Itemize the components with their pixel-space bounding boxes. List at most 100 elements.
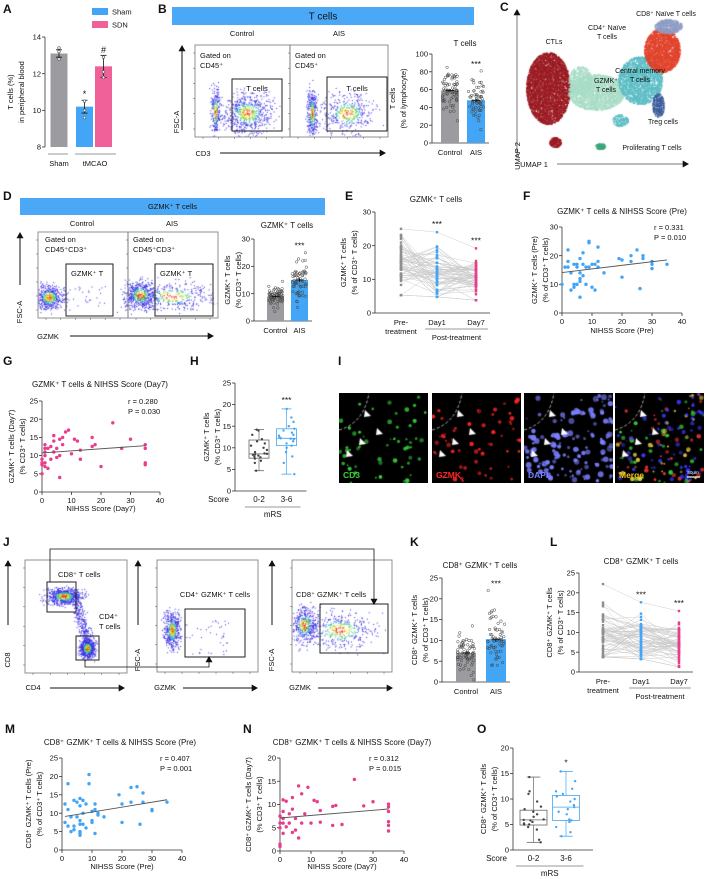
chart-k-point: [493, 626, 497, 630]
chart-h-point: [290, 416, 293, 419]
chart-e-point: [474, 280, 478, 283]
chart-b-point: [477, 113, 481, 117]
chart-n-point: [386, 823, 391, 828]
umap-x-label: UMAP 1: [520, 160, 548, 169]
chart-l-point: [601, 646, 605, 649]
flow-plot-j-1: [24, 559, 128, 674]
chart-e-y-axis-label: (% of CD3⁺ T cells): [350, 230, 359, 295]
chart-h-point: [259, 456, 262, 459]
chart-g-point: [66, 428, 71, 432]
chart-g-point: [49, 457, 53, 461]
chart-l-point: [639, 640, 643, 643]
flow-d-group-label: AIS: [166, 219, 178, 228]
chart-b-point: [478, 80, 482, 85]
chart-a-y-tick-label: 12: [33, 69, 41, 78]
chart-h-point: [285, 442, 288, 445]
chart-d-point: [272, 301, 276, 305]
chart-m-point: [141, 791, 145, 795]
chart-a-point: [57, 57, 61, 61]
chart-e-point: [474, 261, 478, 265]
chart-e-point: [474, 288, 478, 292]
chart-m-point: [78, 804, 82, 808]
arrow-up-icon: [16, 232, 24, 239]
chart-a-point: [57, 50, 61, 54]
chart-h-point: [259, 459, 263, 462]
chart-h-point: [285, 407, 288, 411]
chart-f-point: [578, 279, 582, 284]
chart-d-point: [278, 299, 282, 303]
chart-h-point: [282, 429, 285, 432]
umap-cluster-label: Proliferating T cells: [622, 145, 682, 152]
chart-f-point: [578, 271, 582, 275]
chart-k-point: [488, 632, 492, 636]
chart-b-point: [446, 72, 450, 76]
chart-m-point: [129, 785, 133, 790]
chart-b-point: [445, 74, 450, 78]
chart-b-point: [473, 113, 477, 117]
chart-h-point: [265, 452, 269, 456]
arrow-up-icon: [268, 560, 276, 567]
chart-b-point: [445, 105, 449, 110]
chart-l-point: [677, 650, 681, 653]
chart-k-category-label: AIS: [490, 687, 502, 696]
chart-e-point: [399, 255, 403, 259]
chart-a-point: [82, 99, 87, 103]
flow-b-gate-text: CD45⁺: [200, 61, 223, 70]
chart-n-point: [296, 836, 301, 840]
chart-m-point: [72, 798, 76, 803]
microscopy-channel-label: CD3: [343, 470, 360, 480]
chart-e-category-label: Day1: [428, 318, 446, 327]
chart-m-point: [84, 802, 88, 806]
chart-m-point: [102, 815, 106, 819]
chart-l-point: [601, 655, 605, 659]
chart-d-point: [276, 299, 280, 303]
chart-o-point: [527, 823, 531, 826]
panel-label-F: F: [523, 189, 530, 203]
chart-f-y-tick-label: 0: [554, 309, 558, 318]
chart-k-y-tick-label: 25: [430, 574, 438, 583]
chart-d-point: [275, 302, 279, 306]
chart-f-p-value: P = 0.010: [654, 233, 686, 242]
chart-f-y-axis-label: (% of CD3⁺ T cells): [541, 237, 550, 302]
chart-g-x-tick-label: 20: [97, 496, 105, 505]
chart-m-x-tick-label: 20: [118, 854, 126, 863]
chart-f-point: [569, 271, 573, 275]
umap-y-label: UMAP 2: [513, 142, 522, 170]
chart-g-point: [128, 437, 133, 441]
chart-o-point: [535, 828, 539, 831]
chart-l-significance: ***: [674, 598, 685, 608]
chart-o-point: [561, 792, 565, 796]
chart-h-significance: ***: [282, 395, 293, 405]
chart-d-point: [303, 282, 308, 286]
chart-d-point: [270, 298, 274, 302]
chart-b-point: [477, 108, 481, 112]
chart-f-x-tick-label: 30: [648, 317, 656, 326]
chart-e-point: [474, 259, 478, 263]
chart-g-point: [43, 442, 47, 447]
chart-b-point: [478, 102, 483, 106]
chart-k-point: [491, 635, 495, 639]
chart-m-point: [138, 822, 142, 826]
chart-k-point: [488, 627, 492, 632]
banner-d-label: GZMK⁺ T cells: [148, 202, 197, 211]
chart-f-point: [572, 282, 576, 287]
chart-b-point: [479, 69, 483, 73]
chart-h-point: [253, 461, 257, 465]
panel-label-E: E: [345, 189, 353, 203]
chart-m-point: [87, 782, 91, 786]
chart-d-point: [276, 297, 280, 301]
chart-e-point: [399, 276, 403, 280]
umap-plot: [512, 0, 708, 170]
chart-g-y-tick-label: 15: [30, 433, 38, 442]
chart-e-point: [474, 299, 478, 302]
chart-e-point: [399, 272, 403, 275]
chart-l-significance: ***: [636, 589, 647, 599]
chart-f-point: [572, 285, 576, 289]
chart-b-point: [449, 103, 453, 107]
chart-d-point: [272, 297, 276, 301]
chart-b-point: [479, 80, 483, 84]
chart-d-significance: ***: [295, 241, 306, 251]
chart-m-p-value: P = 0.001: [160, 764, 192, 773]
flow-b-gate-ais: [326, 76, 388, 132]
panel-label-M: M: [5, 722, 15, 736]
